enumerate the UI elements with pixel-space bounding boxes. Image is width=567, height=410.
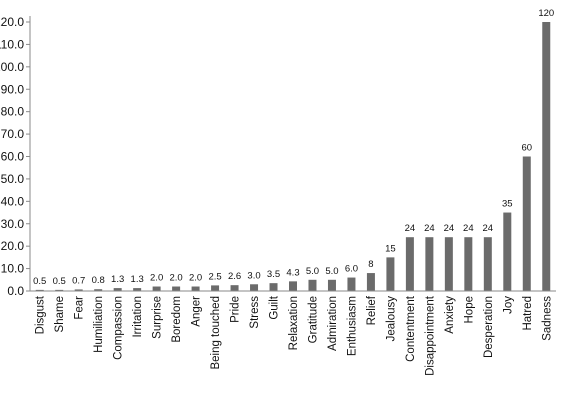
bar: [133, 288, 142, 291]
bar: [211, 285, 220, 291]
y-tick-label: 20.0: [1, 239, 25, 253]
data-label: 2.0: [189, 273, 202, 284]
bar: [366, 273, 375, 291]
x-tick-label: Irritation: [132, 296, 144, 338]
bar: [230, 285, 239, 291]
x-tick-label: Hatred: [522, 296, 534, 331]
y-tick-label: 80.0: [1, 105, 25, 119]
x-tick-label: Compassion: [113, 296, 125, 360]
x-tick-label: Pride: [230, 296, 242, 323]
bar: [172, 286, 181, 291]
x-tick-label: Jealousy: [385, 296, 397, 342]
x-tick-label: Relaxation: [288, 296, 300, 350]
bar: [269, 283, 278, 291]
bar: [503, 212, 512, 291]
y-tick-label: 110.0: [0, 37, 24, 51]
y-tick-label: 30.0: [1, 217, 25, 231]
x-tick-label: Humiliation: [93, 296, 105, 353]
data-label: 24: [405, 223, 416, 234]
y-tick-label: 120.0: [0, 15, 24, 29]
data-label: 6.0: [345, 264, 358, 275]
bar: [444, 237, 453, 291]
x-axis: Disgust Shame Fear Humiliation Compassion Irr…: [30, 290, 556, 376]
x-tick-label: Boredom: [171, 296, 183, 343]
x-tick-label: Surprise: [152, 296, 164, 339]
bar: [289, 281, 297, 291]
x-tick-label: Enthusiasm: [346, 296, 358, 356]
bar: [74, 289, 83, 291]
data-label: 5.0: [306, 266, 319, 277]
bar: [405, 237, 414, 291]
bars: [35, 22, 551, 291]
bar: [522, 156, 531, 291]
x-tick-label: Stress: [249, 296, 261, 329]
x-tick-label: Anger: [191, 296, 203, 327]
bar: [464, 237, 473, 291]
x-tick-label: Relief: [366, 295, 378, 325]
data-label: 2.5: [208, 271, 221, 282]
bar: [55, 289, 64, 291]
x-tick-label: Desperation: [483, 296, 495, 358]
y-tick-label: 40.0: [1, 194, 25, 208]
data-label: 1.3: [111, 274, 124, 285]
data-label: 2.0: [170, 273, 183, 284]
x-tick-label: Fear: [74, 296, 86, 320]
bar: [250, 284, 259, 291]
data-label: 2.0: [150, 273, 163, 284]
data-label: 0.5: [33, 276, 46, 287]
data-labels: 0.5 0.5 0.7 0.8 1.3 1.3 2.0 2.0 2.0 2.5 2.6 3.0 3.5 4…: [33, 8, 554, 287]
data-label: 24: [483, 223, 494, 234]
bar: [542, 22, 551, 291]
y-tick-label: 0.0: [7, 284, 24, 298]
y-tick-label: 70.0: [1, 127, 25, 141]
y-tick-label: 60.0: [1, 150, 25, 164]
x-tick-label: Disgust: [35, 295, 47, 334]
x-tick-label: Admiration: [327, 296, 339, 351]
bar: [308, 279, 317, 291]
bar: [113, 288, 122, 291]
bar: [94, 289, 103, 291]
data-label: 0.7: [72, 275, 85, 286]
bar: [191, 286, 200, 291]
bar: [152, 286, 161, 291]
data-label: 1.3: [131, 274, 144, 285]
data-label: 24: [463, 223, 474, 234]
x-tick-label: Disappointment: [424, 295, 436, 376]
x-tick-label: Hope: [463, 296, 475, 324]
data-label: 4.3: [286, 267, 299, 278]
data-label: 24: [424, 223, 435, 234]
data-label: 0.5: [53, 276, 66, 287]
y-axis: 0.0 10.0 20.0 30.0 40.0 50.0 60.0 70.0 80.0 90.0 1…: [0, 15, 31, 298]
data-label: 120: [538, 8, 554, 19]
x-tick-label: Shame: [54, 296, 66, 332]
x-tick-label: Anxiety: [444, 296, 456, 334]
bar: [347, 277, 356, 291]
x-tick-label: Contentment: [405, 295, 417, 362]
data-label: 15: [385, 243, 396, 254]
data-label: 24: [444, 223, 455, 234]
y-tick-label: 50.0: [1, 172, 25, 186]
bar: [327, 279, 336, 291]
data-label: 8: [368, 259, 373, 270]
data-label: 60: [521, 143, 532, 154]
data-label: 3.0: [247, 270, 260, 281]
data-label: 35: [502, 199, 513, 210]
data-label: 0.8: [92, 275, 105, 286]
y-tick-label: 10.0: [1, 262, 25, 276]
y-tick-label: 100.0: [0, 60, 24, 74]
data-label: 3.5: [267, 269, 280, 280]
bar: [386, 257, 395, 291]
x-tick-label: Sadness: [541, 296, 553, 341]
x-tick-label: Joy: [502, 296, 514, 314]
x-tick-label: Guilt: [269, 295, 281, 319]
y-tick-label: 90.0: [1, 82, 25, 96]
bar: [35, 289, 44, 291]
data-label: 2.6: [228, 271, 241, 282]
bar: [483, 237, 492, 291]
x-tick-label: Being touched: [210, 296, 222, 370]
bar: [425, 237, 434, 291]
data-label: 5.0: [325, 266, 338, 277]
x-tick-label: Gratitude: [307, 296, 319, 343]
